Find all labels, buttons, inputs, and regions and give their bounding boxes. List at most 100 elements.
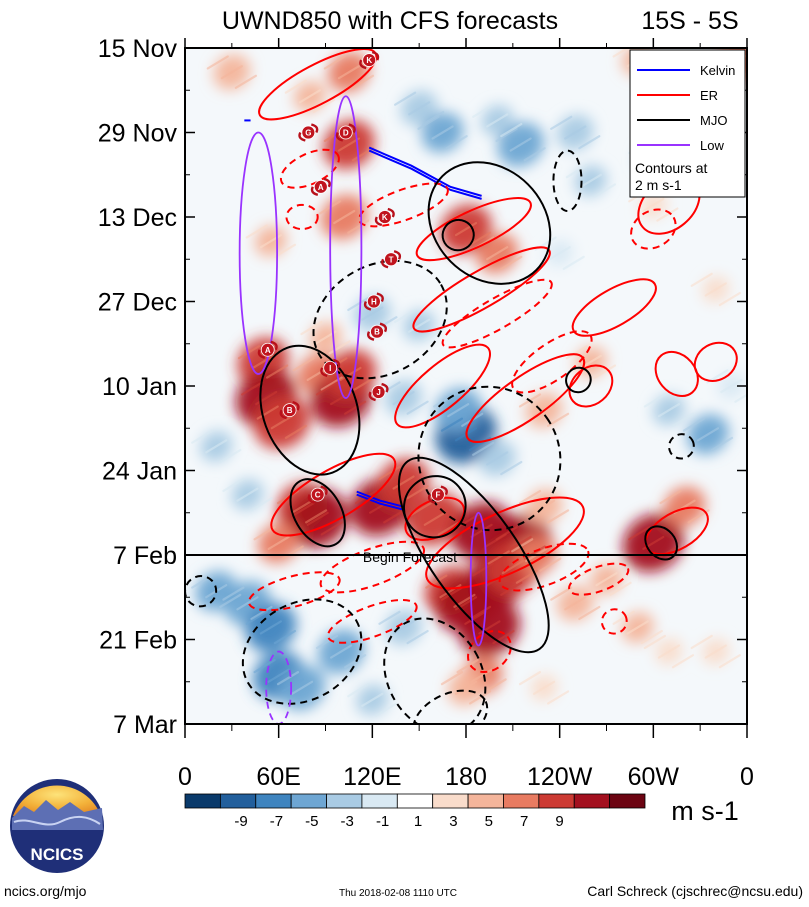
anomaly-streak (456, 658, 479, 674)
anomaly-streak (245, 224, 268, 239)
colorbar: -9 -7 -5 -3 -1 1 3 5 7 9 (184, 793, 646, 830)
colorbar-label: -5 (305, 813, 318, 830)
cyclone-arms (257, 340, 278, 359)
colorbar-swatch (219, 793, 257, 809)
anomaly-streak (290, 680, 314, 695)
anomaly-streak (267, 535, 290, 551)
anomaly-streak (518, 671, 542, 686)
y-tick-label: 29 Nov (98, 120, 178, 148)
er-contour (415, 196, 532, 262)
cyclone-letter: B (287, 406, 293, 415)
anomaly-streak (351, 74, 375, 89)
cyclone-marker: A (310, 177, 331, 196)
y-tick-label: 10 Jan (102, 373, 177, 401)
x-tick-label: 60E (256, 763, 300, 791)
anomaly-streak (472, 103, 495, 118)
anomaly-streak (417, 115, 440, 130)
cyclone-dot (310, 487, 325, 502)
footer-author: Carl Schreck (cjschrec@ncsu.edu) (587, 883, 803, 899)
cyclone-arms (335, 123, 356, 142)
x-tick-label: 60W (628, 763, 680, 791)
anomaly-streak (659, 489, 682, 505)
legend-label: Kelvin (700, 63, 735, 78)
anomaly-streak (612, 48, 630, 58)
anomaly-streak (440, 417, 464, 432)
footer-url: ncics.org/mjo (4, 883, 87, 899)
cyclone-dot (371, 385, 386, 399)
er-contour (630, 208, 677, 250)
filter-contours (185, 48, 738, 724)
mjo-contour (397, 456, 550, 654)
anomaly-streak (532, 680, 556, 695)
anomaly-streak (337, 137, 361, 152)
anomaly-streak (643, 393, 666, 408)
anomaly-streak (547, 690, 570, 705)
mjo-contour (552, 149, 583, 212)
x-tick-label: 120W (527, 763, 593, 791)
legend-note-line1: Contours at (635, 160, 707, 176)
chart-title: UWND850 with CFS forecasts (222, 7, 558, 35)
anomaly-streak (690, 272, 713, 287)
anomaly-streak (626, 620, 649, 635)
cyclone-markers: K D G A K T H B A I J B C F (257, 50, 448, 504)
logo-sky (13, 785, 101, 816)
cyclone-dot (384, 252, 398, 267)
anomaly-streak (422, 110, 445, 126)
colorbar-swatch (255, 793, 292, 809)
anomaly-streak (237, 345, 261, 360)
mjo-contour (402, 475, 467, 539)
anomaly-streak (273, 243, 297, 258)
mjo-contour (289, 478, 346, 548)
er-contour (498, 542, 590, 592)
anomaly-streak (267, 668, 290, 683)
anomaly-streak (447, 403, 470, 418)
anomaly-streak (347, 296, 370, 312)
colorbar-label: 3 (449, 813, 457, 830)
anomaly-streak (523, 545, 546, 560)
anomaly-streak (281, 545, 304, 560)
cyclone-letter: C (315, 491, 321, 500)
anomaly-streak (486, 113, 509, 128)
anomaly-streak (445, 135, 468, 150)
cyclone-arms (279, 400, 300, 420)
anomaly-streak (191, 429, 214, 444)
cyclone-marker: T (381, 250, 402, 269)
er-contour (568, 562, 630, 596)
y-tick-label: 7 Mar (113, 711, 177, 739)
anomaly-streak (640, 629, 663, 645)
anomaly-streak (564, 125, 587, 140)
logo-waves (13, 816, 101, 826)
cyclone-marker: B (279, 400, 300, 420)
anomaly-streak (509, 535, 532, 551)
colorbar-unit: m s-1 (671, 796, 739, 826)
anomaly-streak (394, 91, 417, 106)
colorbar-label: 9 (555, 813, 563, 830)
cyclone-dot (430, 487, 445, 502)
anomaly-streak (595, 572, 618, 587)
anomaly-streak (330, 390, 353, 406)
anomaly-streak (472, 562, 495, 577)
anomaly-streak (518, 489, 542, 505)
low-contour (469, 511, 488, 647)
anomaly-streak (320, 521, 343, 536)
anomaly-streak (344, 400, 367, 415)
cyclone-letter: A (318, 183, 324, 192)
anomaly-streak (690, 634, 713, 650)
anomaly-streak (292, 502, 315, 517)
anomaly-streak (704, 282, 727, 297)
anomaly-streak (256, 405, 279, 420)
colorbar-swatch (432, 793, 469, 809)
anomaly-streak (423, 511, 446, 526)
anomaly-streak (468, 605, 492, 621)
cyclone-dot (366, 294, 381, 309)
cyclone-marker: D (335, 123, 356, 142)
cyclone-dot (338, 125, 353, 140)
mjo-contour (441, 218, 475, 252)
anomaly-streak (222, 477, 245, 493)
anomaly-streak (523, 147, 546, 162)
anomaly-streak (392, 475, 415, 490)
cyclone-marker: H (363, 292, 384, 311)
cyclone-marker: C (307, 485, 328, 504)
anomaly-streak (337, 65, 361, 80)
kelvin-contour (368, 149, 482, 200)
